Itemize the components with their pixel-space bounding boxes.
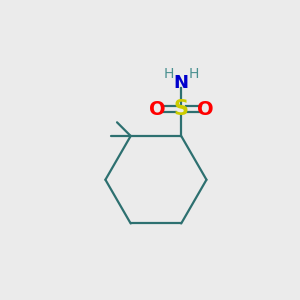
Text: S: S	[174, 99, 189, 119]
Text: O: O	[197, 100, 214, 119]
Text: H: H	[188, 67, 199, 81]
Text: N: N	[174, 74, 189, 92]
Text: H: H	[164, 67, 174, 81]
Text: O: O	[148, 100, 165, 119]
